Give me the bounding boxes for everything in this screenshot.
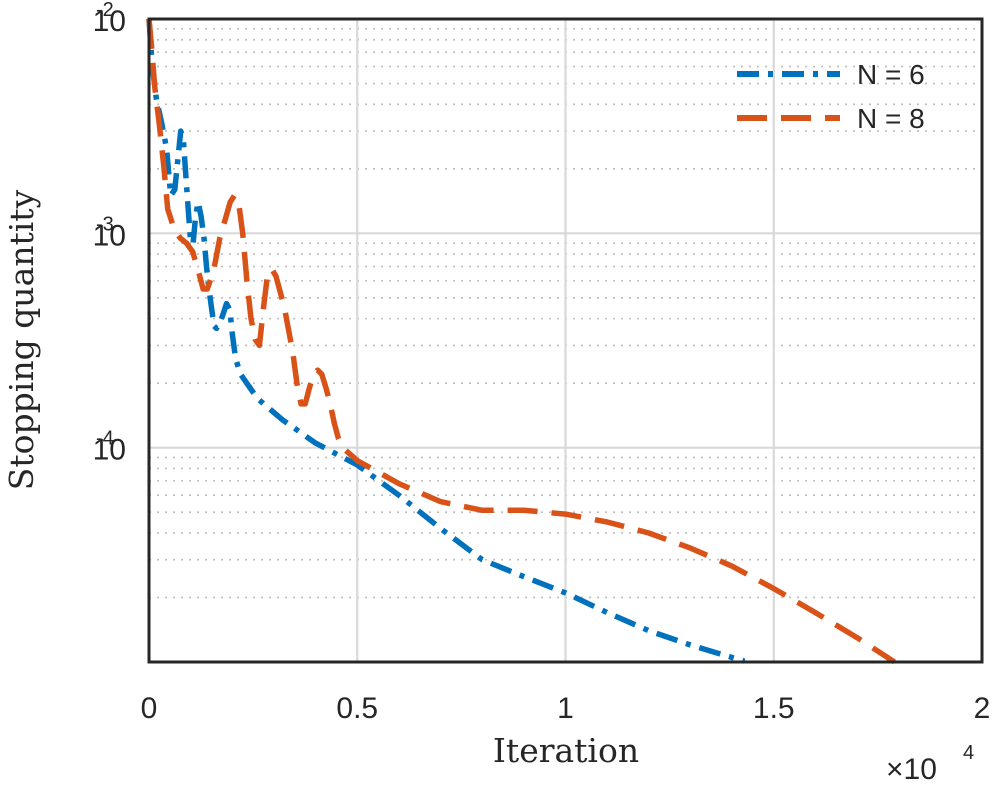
- x-tick-label: 1.5: [753, 692, 795, 725]
- legend: N = 6 N = 8: [737, 59, 925, 134]
- x-multiplier-base: ×10: [886, 753, 937, 786]
- y-tick-base: 10: [93, 434, 126, 467]
- legend-label-n8: N = 8: [857, 103, 925, 134]
- data-series: [146, 18, 896, 665]
- x-multiplier-exponent: 4: [963, 742, 974, 764]
- y-tick-exponent: -3: [96, 213, 114, 235]
- x-tick-label: 1: [557, 692, 574, 725]
- plot-area-frame: [147, 17, 984, 664]
- x-multiplier: ×10 4: [886, 742, 974, 786]
- y-tick-label: 10-3: [93, 213, 126, 252]
- y-tick-exponent: -4: [96, 428, 114, 450]
- x-tick-label: 0: [141, 692, 158, 725]
- x-tick-label: 0.5: [336, 692, 378, 725]
- y-tick-label: 10-2: [93, 0, 126, 38]
- y-tick-label: 10-4: [93, 428, 126, 467]
- legend-label-n6: N = 6: [857, 59, 925, 90]
- x-tick-labels: 0 0.5 1 1.5 2: [141, 692, 991, 725]
- y-tick-exponent: -2: [96, 0, 114, 21]
- y-axis-label: Stopping quantity: [2, 189, 41, 490]
- y-tick-base: 10: [93, 219, 126, 252]
- y-tick-labels: 10-210-310-4: [93, 0, 126, 467]
- x-tick-label: 2: [974, 692, 991, 725]
- series-line-n8: [146, 18, 896, 665]
- y-tick-base: 10: [93, 5, 126, 38]
- series-line-n6: [146, 18, 746, 664]
- x-axis-label: Iteration: [493, 731, 639, 770]
